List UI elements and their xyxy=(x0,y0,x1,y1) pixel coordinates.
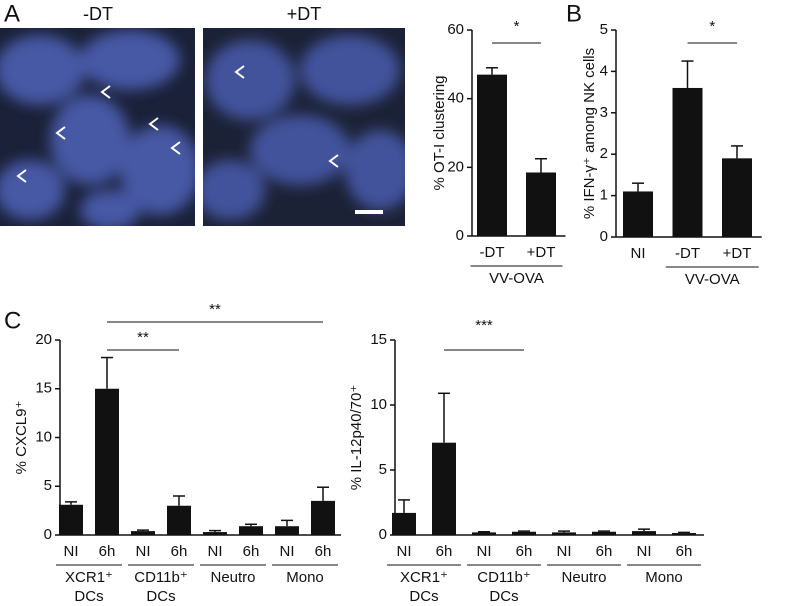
x-tick-label: NI xyxy=(477,543,492,560)
x-tick-label: 6h xyxy=(596,543,613,560)
bar xyxy=(311,500,335,535)
y-tick-label: 20 xyxy=(35,331,52,348)
bar xyxy=(512,531,536,535)
group-label: Mono xyxy=(286,569,324,586)
bar xyxy=(275,526,299,535)
y-tick-label: 0 xyxy=(379,526,387,543)
y-tick-label: 10 xyxy=(35,428,52,445)
y-tick-label: 5 xyxy=(600,21,608,38)
y-axis-label: % CXCL9⁺ xyxy=(13,401,30,475)
y-axis-label: % IL-12p40/70⁺ xyxy=(348,385,365,491)
micrograph xyxy=(0,28,195,226)
y-tick-label: 10 xyxy=(370,396,387,413)
bar xyxy=(526,172,556,236)
bar xyxy=(477,74,507,236)
x-tick-label: 6h xyxy=(99,543,116,560)
group-label: Neutro xyxy=(561,569,606,586)
group-label: VV-OVA xyxy=(685,271,740,288)
y-tick-label: 3 xyxy=(600,104,608,121)
y-axis-label: % OT-I clustering xyxy=(431,75,448,190)
y-tick-label: 0 xyxy=(600,228,608,245)
x-tick-label: -DT xyxy=(480,244,505,261)
micrograph xyxy=(203,28,405,226)
panel-letter: A xyxy=(4,0,20,27)
bar xyxy=(672,87,703,238)
bar xyxy=(623,191,653,237)
group-label: XCR1⁺ xyxy=(400,569,448,586)
x-tick-label: NI xyxy=(136,543,151,560)
group-label: CD11b⁺ xyxy=(477,569,531,586)
x-tick-label: NI xyxy=(631,245,646,262)
y-tick-label: 5 xyxy=(379,461,387,478)
x-tick-label: +DT xyxy=(723,245,752,262)
group-label: DCs xyxy=(146,588,175,605)
y-tick-label: 15 xyxy=(370,331,387,348)
y-tick-label: 20 xyxy=(447,158,464,175)
x-tick-label: NI xyxy=(280,543,295,560)
bar xyxy=(432,442,456,535)
y-tick-label: 0 xyxy=(456,227,464,244)
image-label: -DT xyxy=(83,4,113,24)
x-tick-label: +DT xyxy=(527,244,556,261)
x-tick-label: -DT xyxy=(675,245,700,262)
bar xyxy=(672,533,696,535)
x-tick-label: 6h xyxy=(315,543,332,560)
significance-label: * xyxy=(709,18,715,35)
bar xyxy=(59,504,83,535)
group-label: DCs xyxy=(409,588,438,605)
y-tick-label: 0 xyxy=(44,526,52,543)
y-tick-label: 1 xyxy=(600,187,608,204)
bar xyxy=(552,532,576,535)
y-tick-label: 40 xyxy=(447,90,464,107)
bar xyxy=(239,526,263,535)
group-label: DCs xyxy=(489,588,518,605)
x-tick-label: 6h xyxy=(171,543,188,560)
y-tick-label: 15 xyxy=(35,380,52,397)
group-label: VV-OVA xyxy=(489,270,544,287)
y-tick-label: 4 xyxy=(600,62,608,79)
x-tick-label: NI xyxy=(637,543,652,560)
bar xyxy=(632,531,656,535)
x-tick-label: 6h xyxy=(243,543,260,560)
bar xyxy=(203,532,227,535)
bar xyxy=(95,388,119,535)
y-axis-label: % IFN-γ⁺ among NK cells xyxy=(581,48,598,219)
y-tick-label: 2 xyxy=(600,145,608,162)
group-label: Neutro xyxy=(210,569,255,586)
image-label: +DT xyxy=(287,4,322,24)
panel-letter: B xyxy=(566,0,582,27)
x-tick-label: 6h xyxy=(676,543,693,560)
bar xyxy=(131,531,155,535)
significance-label: ** xyxy=(209,301,221,318)
significance-label: * xyxy=(514,18,520,35)
group-label: Mono xyxy=(645,569,683,586)
x-tick-label: 6h xyxy=(436,543,453,560)
y-tick-label: 5 xyxy=(44,477,52,494)
significance-label: ** xyxy=(137,329,149,346)
x-tick-label: NI xyxy=(208,543,223,560)
panel-letter: C xyxy=(4,307,21,334)
bar xyxy=(167,505,191,535)
x-tick-label: 6h xyxy=(516,543,533,560)
group-label: CD11b⁺ xyxy=(134,569,188,586)
x-tick-label: NI xyxy=(397,543,412,560)
bar xyxy=(592,531,616,535)
x-tick-label: NI xyxy=(557,543,572,560)
bar xyxy=(722,158,752,237)
group-label: DCs xyxy=(74,588,103,605)
significance-label: *** xyxy=(475,317,493,334)
bar xyxy=(392,512,416,535)
group-label: XCR1⁺ xyxy=(65,569,113,586)
x-tick-label: NI xyxy=(64,543,79,560)
y-tick-label: 60 xyxy=(447,21,464,38)
bar xyxy=(472,532,496,535)
